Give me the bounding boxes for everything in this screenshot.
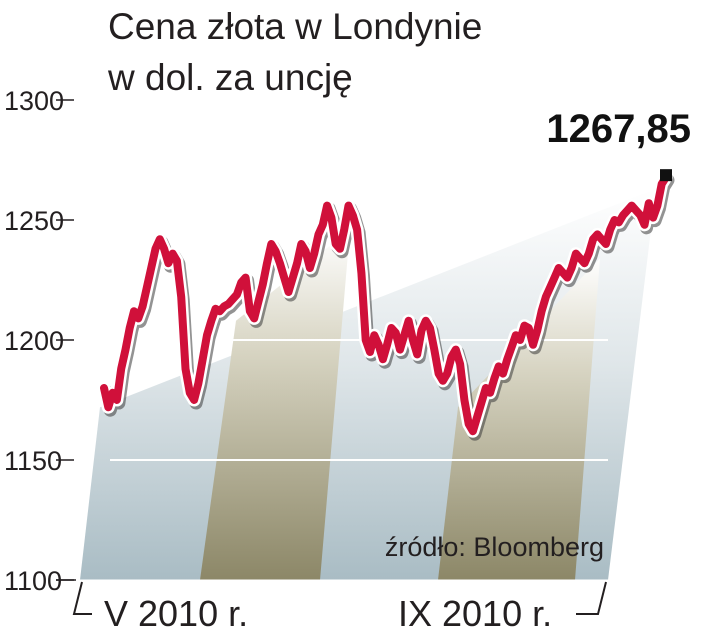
last-point-marker [660, 169, 672, 182]
chart-title-line2: w dol. za uncję [107, 57, 353, 98]
y-tick-label: 1250 [4, 206, 64, 236]
y-tick-label: 1200 [4, 326, 64, 356]
month-band-1 [438, 258, 600, 580]
month-band-0 [200, 229, 350, 580]
x-tick-label: IX 2010 r. [398, 593, 552, 634]
y-axis: 1100 1150 1200 1250 1300 [4, 86, 74, 596]
y-tick-label: 1300 [4, 86, 64, 116]
price-series [97, 169, 675, 441]
y-tick-label: 1100 [4, 566, 62, 596]
x-axis: V 2010 r. IX 2010 r. [56, 579, 608, 634]
x-tick-label: V 2010 r. [104, 593, 248, 634]
plot-background [80, 188, 656, 581]
last-value-label: 1267,85 [546, 107, 691, 151]
y-tick-label: 1150 [4, 446, 62, 476]
source-label: źródło: Bloomberg [385, 532, 604, 562]
month-bracket-left [72, 581, 92, 615]
chart-title-line1: Cena złota w Londynie [108, 6, 482, 47]
month-bracket-right [576, 581, 607, 615]
series-line [100, 173, 670, 436]
